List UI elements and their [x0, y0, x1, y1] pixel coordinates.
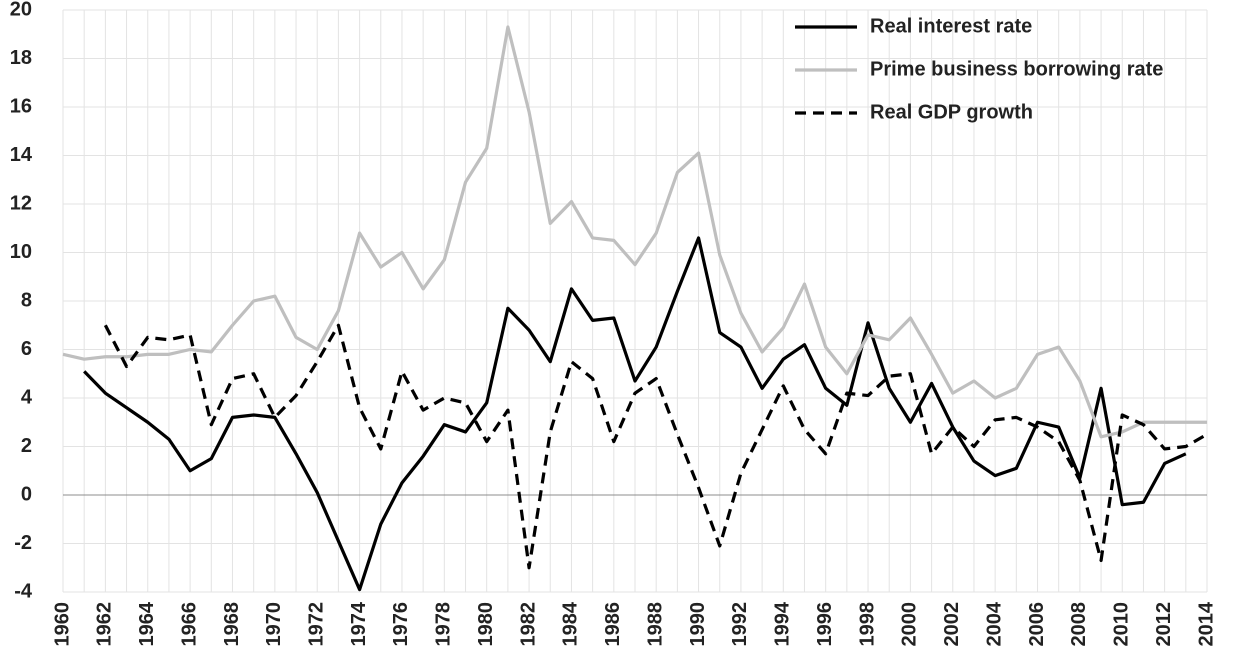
x-tick-label: 2006	[1026, 602, 1048, 647]
x-tick-label: 1986	[602, 602, 624, 647]
y-tick-label: 18	[10, 47, 32, 69]
x-tick-label: 1978	[433, 602, 455, 647]
x-tick-label: 1970	[263, 602, 285, 647]
x-tick-label: 1990	[687, 602, 709, 647]
x-tick-label: 1960	[51, 602, 73, 647]
x-tick-label: 2008	[1068, 602, 1090, 647]
legend-label: Real interest rate	[870, 15, 1032, 37]
x-tick-label: 1974	[348, 601, 370, 646]
legend-label: Prime business borrowing rate	[870, 58, 1163, 80]
x-tick-label: 1992	[729, 602, 751, 647]
x-tick-label: 1964	[136, 601, 158, 646]
x-tick-label: 2004	[983, 601, 1005, 646]
x-tick-label: 1980	[475, 602, 497, 647]
x-tick-label: 1996	[814, 602, 836, 647]
y-tick-label: 8	[21, 289, 32, 311]
x-tick-label: 1966	[178, 602, 200, 647]
line-series	[83, 236, 1187, 592]
y-tick-label: 20	[10, 0, 32, 20]
x-tick-label: 1968	[221, 602, 243, 647]
y-tick-label: 2	[21, 435, 32, 457]
y-tick-label: 4	[21, 386, 33, 408]
y-tick-label: 12	[10, 192, 32, 214]
y-tick-label: -2	[14, 532, 32, 554]
y-tick-label: -4	[14, 580, 33, 602]
x-tick-label: 1972	[306, 602, 328, 647]
x-tick-label: 1998	[856, 602, 878, 647]
x-tick-label: 2000	[899, 602, 921, 647]
x-tick-label: 2010	[1111, 602, 1133, 647]
y-tick-label: 6	[21, 338, 32, 360]
y-tick-label: 10	[10, 241, 32, 263]
x-tick-label: 2012	[1153, 602, 1175, 647]
x-tick-label: 1984	[560, 601, 582, 646]
y-tick-label: 0	[21, 483, 32, 505]
x-tick-label: 1982	[517, 602, 539, 647]
x-tick-label: 2014	[1195, 601, 1217, 646]
y-tick-label: 14	[10, 144, 33, 166]
x-tick-label: 1962	[94, 602, 116, 647]
legend-label: Real GDP growth	[870, 101, 1033, 123]
line-series	[62, 25, 1207, 439]
x-tick-label: 1988	[644, 602, 666, 647]
x-tick-label: 1976	[390, 602, 412, 647]
y-tick-label: 16	[10, 95, 32, 117]
x-tick-label: 1994	[772, 601, 794, 646]
line-series	[103, 323, 1208, 570]
x-tick-label: 2002	[941, 602, 963, 647]
